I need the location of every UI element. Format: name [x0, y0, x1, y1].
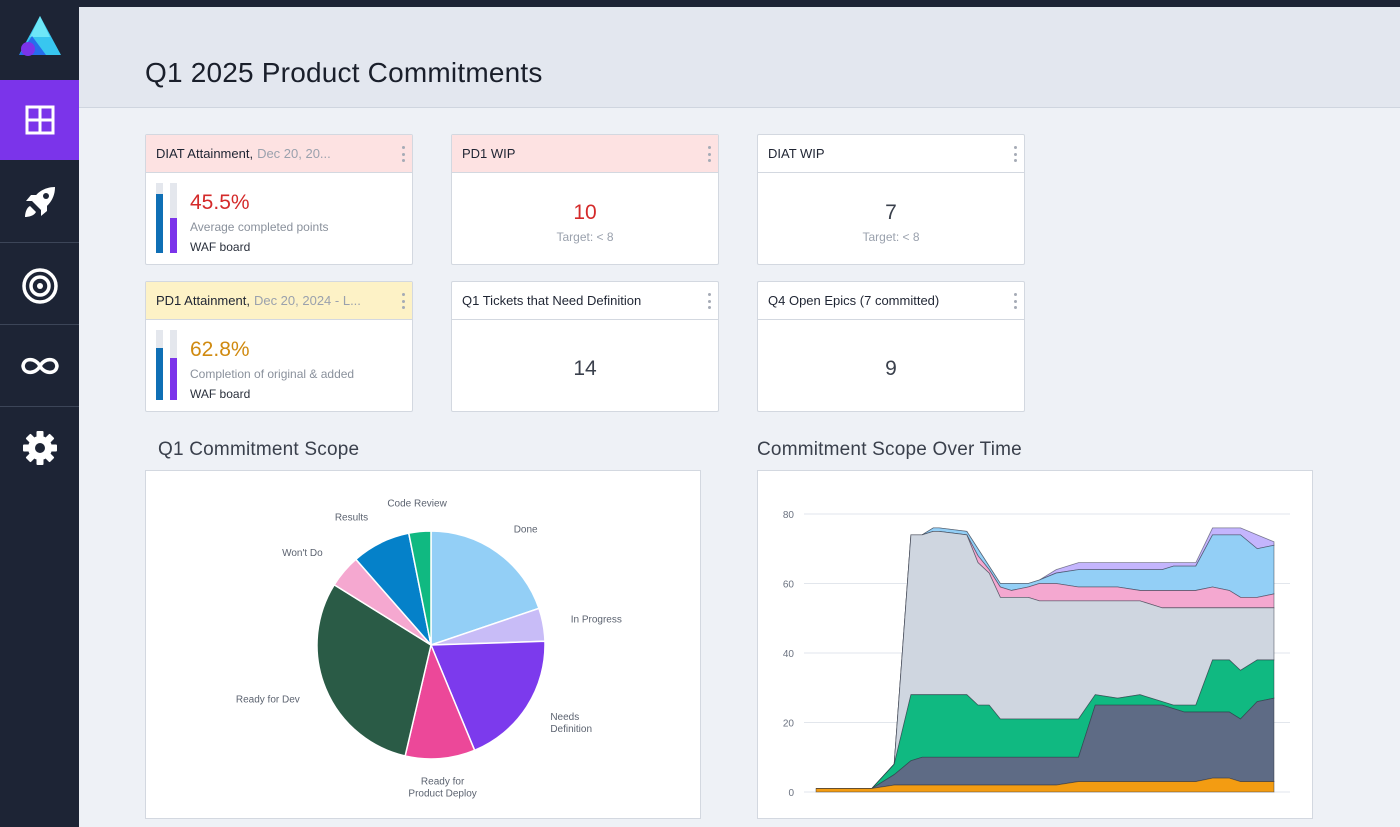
attainment-percent: 45.5%: [190, 191, 250, 214]
y-tick-label: 80: [783, 510, 795, 521]
sidebar-item-launch[interactable]: [0, 162, 79, 242]
kebab-menu-icon[interactable]: [1012, 293, 1018, 309]
metric-target: Target: < 8: [862, 230, 920, 244]
attainment-bars: [156, 330, 178, 400]
attainment-bars: [156, 183, 178, 253]
sidebar-divider: [0, 242, 79, 243]
sidebar-item-dashboard[interactable]: [0, 80, 79, 160]
pie-slice-code-review[interactable]: [407, 530, 432, 646]
card-header: PD1 Attainment, Dec 20, 2024 - L...: [146, 282, 412, 320]
grid-icon: [25, 105, 54, 135]
metric-value: 10: [573, 201, 597, 224]
top-bar: [0, 0, 1400, 7]
sidebar-item-settings[interactable]: [0, 408, 79, 488]
card-title: Q4 Open Epics (7 committed): [768, 293, 940, 308]
kebab-menu-icon[interactable]: [400, 146, 406, 162]
pie-label-ready-for-product-deploy: Ready for Product Deploy: [408, 777, 476, 800]
pie-slice-needs-definition[interactable]: [429, 640, 546, 752]
area-chart-panel: 0 20 40 60 80: [757, 470, 1313, 819]
sidebar-divider: [0, 324, 79, 325]
gear-icon: [22, 431, 57, 465]
pie-label-won-t-do: Won't Do: [282, 548, 323, 559]
page-title: Q1 2025 Product Commitments: [145, 57, 543, 88]
pie-label-needs-definition: Needs Definition: [550, 712, 592, 735]
kebab-menu-icon[interactable]: [1012, 146, 1018, 162]
metric-target: Target: < 8: [556, 230, 614, 244]
pie-label-results: Results: [335, 513, 368, 524]
page-header: Q1 2025 Product Commitments: [79, 7, 1400, 108]
kebab-menu-icon[interactable]: [706, 146, 712, 162]
pie-chart: Done In Progress Needs Definition Ready for P…: [236, 499, 622, 800]
completed-bar: [156, 193, 163, 253]
added-bar: [170, 218, 177, 253]
area-chart-title: Commitment Scope Over Time: [757, 439, 1022, 460]
metric-value: 7: [885, 201, 897, 224]
rocket-icon: [24, 187, 55, 217]
metric-value: 9: [885, 357, 897, 380]
sidebar-item-goals[interactable]: [0, 246, 79, 326]
q1-tickets-card[interactable]: Q1 Tickets that Need Definition 14: [451, 281, 719, 412]
area-series-s1[interactable]: [815, 777, 1275, 793]
kebab-menu-icon[interactable]: [706, 293, 712, 309]
card-date: Dec 20, 20...: [257, 146, 331, 161]
area-chart: 0 20 40 60 80: [783, 510, 1290, 799]
target-icon: [21, 268, 58, 304]
card-title: PD1 Attainment,: [156, 293, 250, 308]
sidebar-divider: [0, 406, 79, 407]
card-header: DIAT Attainment, Dec 20, 20...: [146, 135, 412, 173]
pie-label-ready-for-dev: Ready for Dev: [236, 694, 300, 705]
attainment-description: Completion of original & added: [190, 367, 355, 381]
attainment-board: WAF board: [190, 240, 251, 254]
sidebar-item-loops[interactable]: [0, 326, 79, 406]
sidebar: [0, 0, 79, 827]
kebab-menu-icon[interactable]: [400, 293, 406, 309]
q4-epics-card[interactable]: Q4 Open Epics (7 committed) 9: [757, 281, 1025, 412]
diat-attainment-card[interactable]: DIAT Attainment, Dec 20, 20... 45.5% Ave…: [145, 134, 413, 265]
metric-value: 14: [573, 357, 597, 380]
attainment-board: WAF board: [190, 387, 251, 401]
triangle-logo-icon[interactable]: [16, 12, 64, 60]
y-tick-label: 20: [783, 719, 795, 730]
card-header: PD1 WIP: [452, 135, 718, 173]
pie-chart-panel: Done In Progress Needs Definition Ready for P…: [145, 470, 701, 819]
card-date: Dec 20, 2024 - L...: [253, 293, 361, 308]
card-title: PD1 WIP: [462, 146, 516, 161]
card-title: Q1 Tickets that Need Definition: [462, 293, 642, 308]
pie-label-code-review: Code Review: [387, 499, 447, 510]
infinity-icon: [20, 357, 59, 375]
added-bar: [170, 358, 177, 400]
pd1-attainment-card[interactable]: PD1 Attainment, Dec 20, 2024 - L... 62.8…: [145, 281, 413, 412]
card-header: DIAT WIP: [758, 135, 1024, 173]
pie-label-done: Done: [514, 525, 538, 536]
attainment-description: Average completed points: [190, 220, 329, 234]
pie-chart-title: Q1 Commitment Scope: [158, 439, 360, 460]
pie-label-in-progress: In Progress: [571, 615, 622, 626]
completed-bar: [156, 347, 163, 400]
pd1-wip-card[interactable]: PD1 WIP 10 Target: < 8: [451, 134, 719, 265]
attainment-percent: 62.8%: [190, 338, 250, 361]
card-header: Q1 Tickets that Need Definition: [452, 282, 718, 320]
card-title: DIAT Attainment,: [156, 146, 254, 161]
pie-slice-done[interactable]: [430, 530, 540, 647]
y-tick-label: 60: [783, 580, 795, 591]
card-title: DIAT WIP: [768, 146, 825, 161]
card-header: Q4 Open Epics (7 committed): [758, 282, 1024, 320]
y-tick-label: 40: [783, 649, 795, 660]
y-tick-label: 0: [788, 788, 794, 799]
diat-wip-card[interactable]: DIAT WIP 7 Target: < 8: [757, 134, 1025, 265]
